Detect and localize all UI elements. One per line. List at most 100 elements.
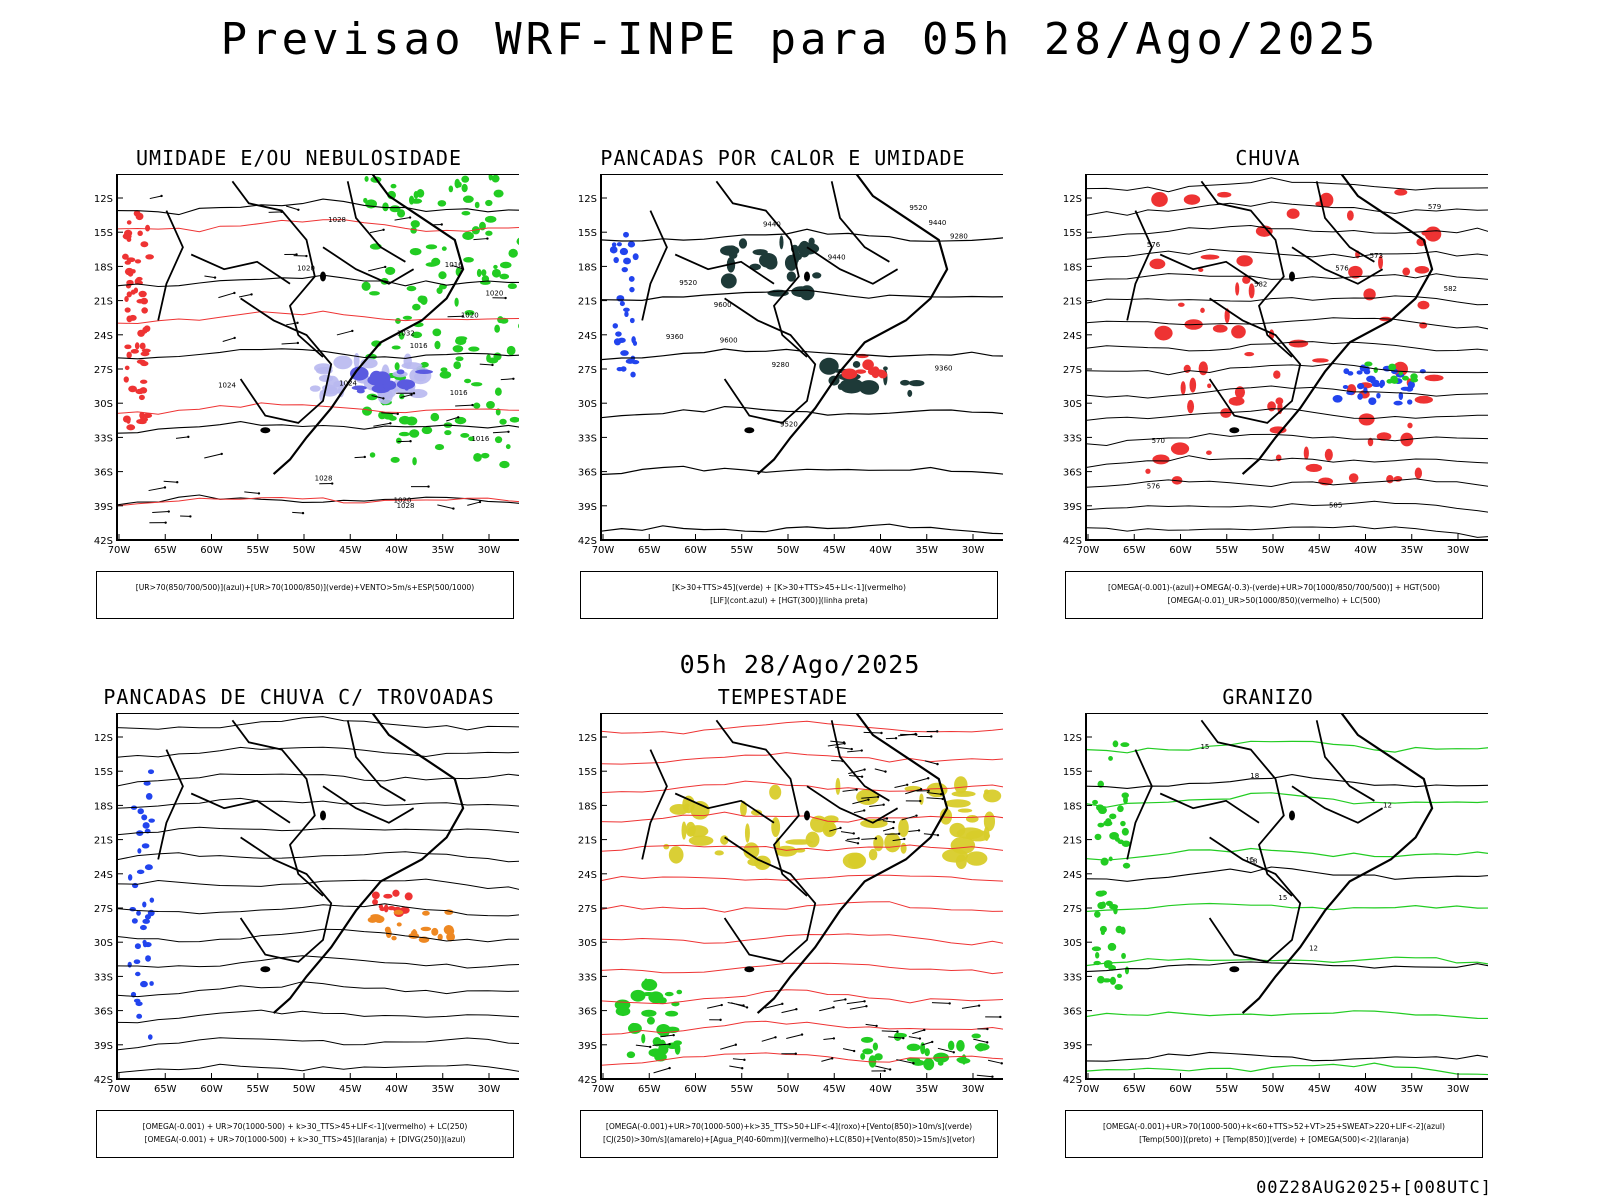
divergence-patch bbox=[127, 874, 133, 881]
contour-value-label: 15 bbox=[1200, 743, 1209, 751]
lat-tick-label: 27S bbox=[1063, 904, 1082, 915]
rain-area-patch bbox=[1177, 302, 1185, 307]
wind-vector bbox=[268, 211, 282, 213]
thunderstorm-red-patch bbox=[383, 893, 393, 899]
lat-tick-label: 15S bbox=[1063, 228, 1082, 239]
wind-vector-head bbox=[952, 1051, 955, 1054]
jet-stream-patch bbox=[688, 835, 714, 846]
wind850-patch bbox=[872, 1042, 878, 1051]
wind-vector-head bbox=[742, 1004, 745, 1007]
humidity-low-level-patch bbox=[493, 352, 502, 361]
humidity-low-level-patch bbox=[493, 189, 504, 198]
temp850-patch bbox=[1101, 978, 1112, 983]
country-border bbox=[239, 297, 333, 424]
thickness-label-patch bbox=[140, 360, 149, 367]
lat-tick-label: 27S bbox=[1063, 365, 1082, 376]
contour-value-label: 1016 bbox=[471, 435, 489, 443]
thunderstorm-red-patch bbox=[378, 904, 384, 909]
wind-vector-head bbox=[457, 416, 460, 419]
wind-vector bbox=[381, 412, 398, 415]
rain-area-patch bbox=[1200, 254, 1220, 260]
wind850-patch bbox=[626, 1051, 636, 1059]
country-border bbox=[723, 297, 817, 424]
lat-tick-label: 24S bbox=[1063, 870, 1082, 881]
wind-vector-head bbox=[896, 1030, 899, 1033]
humidity-low-level-patch bbox=[437, 200, 447, 207]
wind-vector-head bbox=[471, 403, 474, 407]
humidity-low-level-patch bbox=[508, 248, 518, 258]
streamline-850 bbox=[600, 1052, 1003, 1066]
thickness-label-patch bbox=[130, 348, 139, 354]
contour-value-label: 18 bbox=[1249, 857, 1258, 865]
wind-vector bbox=[923, 833, 938, 836]
wind-vector-head bbox=[745, 1006, 749, 1009]
omega-patch bbox=[1356, 370, 1363, 375]
thickness-label-patch bbox=[126, 220, 132, 225]
contour-value-label: 576 bbox=[1147, 241, 1161, 249]
country-border bbox=[830, 181, 890, 263]
wind-vector-head bbox=[187, 435, 190, 439]
humidity-low-level-patch bbox=[413, 191, 419, 199]
wind-vector-head bbox=[867, 798, 870, 801]
lat-tick-label: 18S bbox=[578, 801, 597, 812]
wind-vector bbox=[901, 815, 917, 821]
thunderstorm-orange-patch bbox=[370, 914, 381, 919]
lon-tick-label: 70W bbox=[108, 545, 131, 556]
lat-tick-label: 33S bbox=[1063, 972, 1082, 983]
wind-vector-head bbox=[918, 1037, 922, 1040]
lat-tick-label: 36S bbox=[1063, 1007, 1082, 1018]
humidity-low-level-patch bbox=[480, 452, 490, 459]
temp850-patch bbox=[1099, 890, 1107, 896]
humidity-low-level-patch bbox=[486, 400, 495, 409]
contour-value-label: 1020 bbox=[485, 290, 503, 298]
lif-contour-patch bbox=[632, 253, 639, 261]
contour-value-label: 576 bbox=[1147, 483, 1161, 491]
wind-vector-head bbox=[852, 1049, 856, 1053]
lat-tick-label: 24S bbox=[578, 331, 597, 342]
divergence-patch bbox=[135, 1001, 143, 1007]
humidity-low-level-patch bbox=[406, 285, 417, 292]
lake-shape bbox=[1289, 810, 1295, 821]
country-border bbox=[1208, 836, 1302, 963]
country-border bbox=[806, 785, 899, 824]
wind-vector-head bbox=[389, 422, 392, 425]
lon-tick-label: 30W bbox=[478, 1084, 501, 1095]
streamline-850 bbox=[600, 780, 1003, 794]
omega-patch bbox=[1419, 369, 1426, 374]
temp850-patch bbox=[1098, 806, 1107, 815]
contour-value-label: 9440 bbox=[828, 253, 846, 261]
map-heat-showers: 9600960095209520944094409440952093609360… bbox=[578, 174, 1003, 556]
country-border bbox=[674, 253, 775, 285]
coastline bbox=[1241, 174, 1434, 475]
wind-vector-head bbox=[863, 809, 866, 812]
humidity-low-level-patch bbox=[468, 346, 480, 352]
temp850-patch bbox=[1120, 820, 1126, 827]
wind-vector bbox=[926, 792, 942, 795]
thickness-label-patch bbox=[140, 241, 149, 248]
contour-value-label: 1020 bbox=[394, 497, 412, 505]
country-border bbox=[1291, 246, 1384, 285]
streamline-850 bbox=[600, 752, 1003, 765]
hgt500-streamline bbox=[1085, 248, 1488, 260]
divergence-patch bbox=[142, 918, 150, 924]
humidity-low-level-patch bbox=[473, 452, 482, 462]
wind-vector-head bbox=[382, 228, 385, 231]
thickness-label-patch bbox=[138, 290, 147, 298]
jet-stream-patch bbox=[740, 800, 747, 817]
wind-vector bbox=[896, 1059, 914, 1064]
lif-contour-patch bbox=[627, 241, 636, 248]
thickness-label-patch bbox=[145, 224, 151, 232]
lake-shape bbox=[744, 427, 755, 434]
streamline-850 bbox=[600, 962, 1003, 975]
divergence-patch bbox=[142, 822, 150, 829]
country-border bbox=[723, 836, 817, 963]
thunderstorm-red-patch bbox=[371, 891, 380, 900]
wind-vector-head bbox=[297, 208, 300, 211]
divergence-patch bbox=[147, 1034, 153, 1040]
streamline-850 bbox=[600, 901, 1003, 913]
panel-title: GRANIZO bbox=[1222, 685, 1314, 709]
thunderstorm-orange-patch bbox=[422, 910, 430, 916]
thunderstorm-orange-patch bbox=[448, 927, 455, 935]
wind850-patch bbox=[648, 991, 664, 1004]
